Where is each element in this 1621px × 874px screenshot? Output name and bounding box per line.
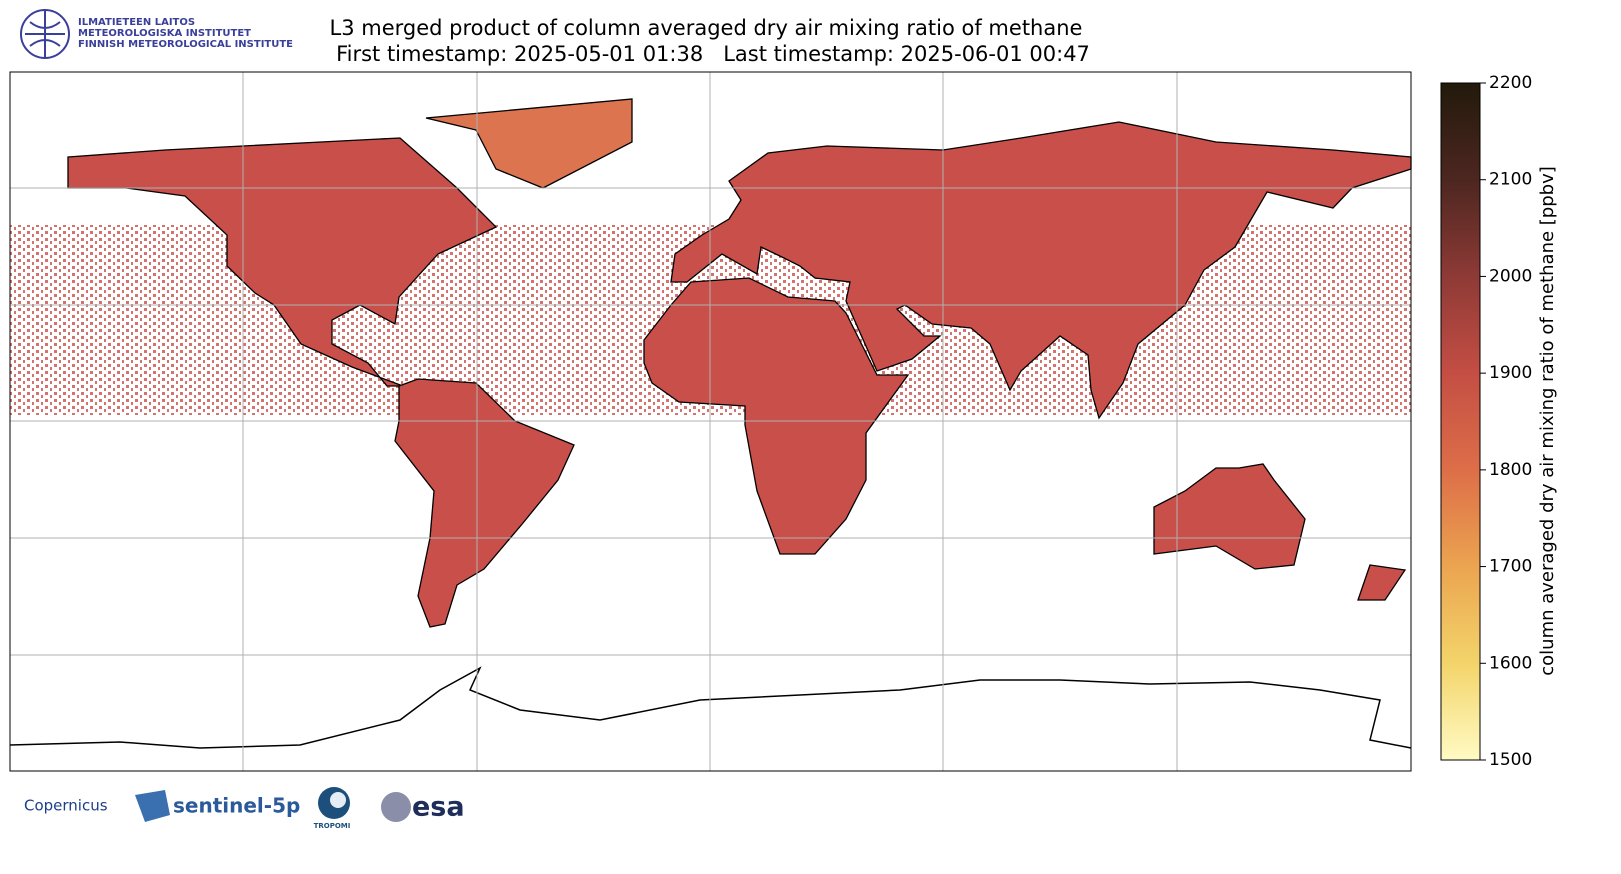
- esa-logo: esa: [412, 792, 465, 823]
- subtitle: First timestamp: 2025-05-01 01:38 Last t…: [336, 42, 1090, 66]
- colorbar-label: column averaged dry air mixing ratio of …: [1537, 166, 1558, 676]
- title: L3 merged product of column averaged dry…: [330, 16, 1083, 40]
- colorbar-tick-label: 1600: [1489, 653, 1532, 673]
- sentinel-logo: sentinel-5p: [173, 794, 300, 818]
- fmi-logo: [20, 9, 70, 59]
- tropomi-logo: TROPOMI: [314, 822, 351, 830]
- esa-icon: [381, 792, 411, 822]
- colorbar-tick-label: 2200: [1489, 73, 1532, 93]
- institute-line: METEOROLOGISKA INSTITUTET: [78, 28, 251, 39]
- colorbar-tick-label: 1800: [1489, 460, 1532, 480]
- copernicus-logo: Copernicus: [24, 797, 108, 815]
- map: [9, 71, 1412, 772]
- institute-line: ILMATIETEEN LAITOS: [78, 17, 195, 28]
- colorbar-tick-label: 1700: [1489, 557, 1532, 577]
- sentinel-icon: [135, 790, 170, 822]
- colorbar-tick-label: 2100: [1489, 170, 1532, 190]
- institute-line: FINNISH METEOROLOGICAL INSTITUTE: [78, 39, 293, 50]
- gridlines: [10, 72, 1411, 771]
- colorbar-tick-label: 2000: [1489, 266, 1532, 286]
- colorbar-tick-label: 1500: [1489, 750, 1532, 770]
- colorbar-tick-label: 1900: [1489, 363, 1532, 383]
- colorbar: [1440, 82, 1481, 761]
